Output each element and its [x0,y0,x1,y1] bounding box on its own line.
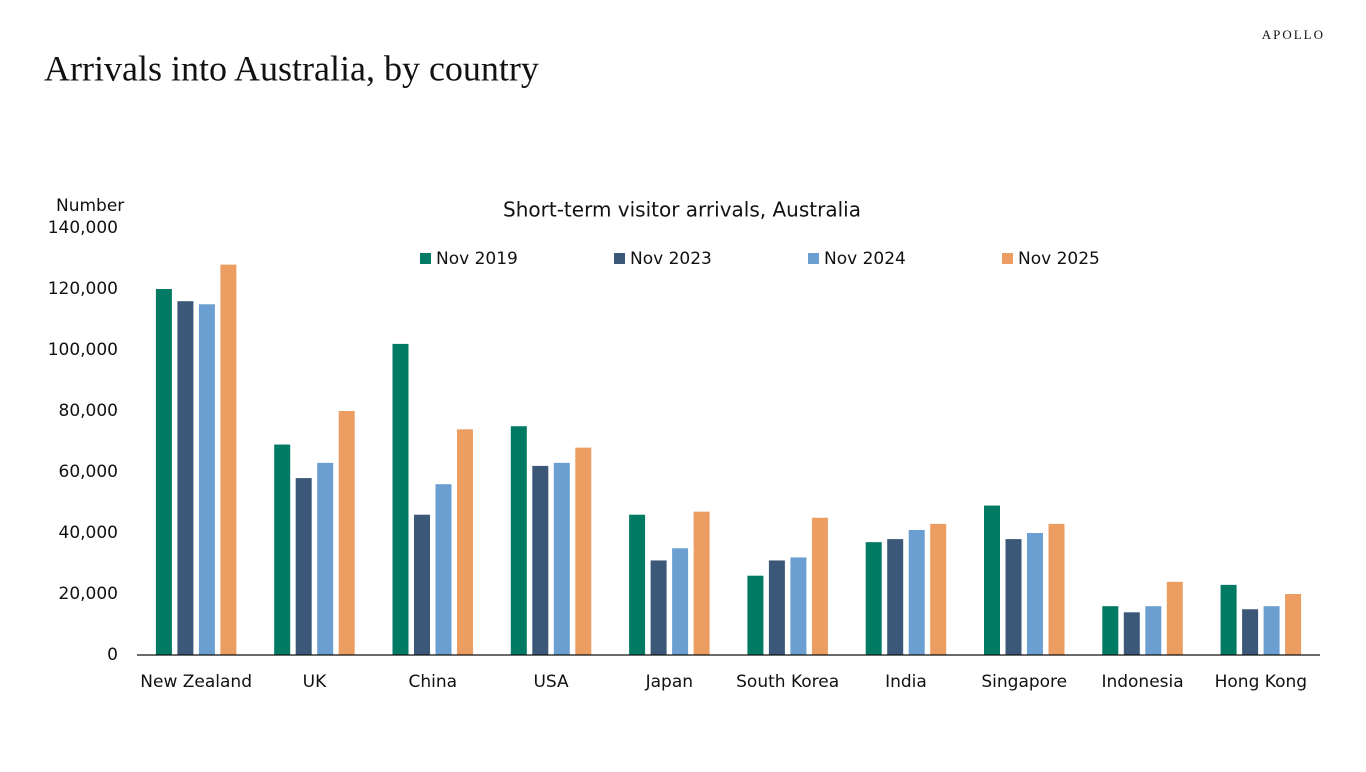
bar [338,411,355,655]
legend-swatch [808,253,819,264]
y-tick-label: 120,000 [48,279,118,299]
bar [672,548,689,655]
legend-label: Nov 2019 [436,249,518,269]
bar [392,343,409,655]
bar [1102,606,1119,655]
bar [1263,606,1280,655]
bar [908,529,925,655]
x-tick-label: South Korea [736,672,839,692]
bar [1145,606,1162,655]
bar [198,304,215,655]
y-tick-label: 40,000 [59,523,118,543]
x-tick-label: Hong Kong [1215,672,1307,692]
bar [1005,539,1022,655]
bar [1166,581,1183,655]
x-tick-label: India [885,672,927,692]
y-tick-label: 80,000 [59,401,118,421]
bar [984,505,1000,655]
bar [747,575,764,655]
bar [155,289,172,655]
legend-label: Nov 2023 [630,249,712,269]
bar [414,514,430,655]
bar [1027,533,1043,655]
y-tick-label: 140,000 [48,218,118,238]
x-tick-label: Japan [645,672,693,692]
bar [457,429,473,655]
bar [220,264,237,655]
bar [295,478,312,655]
legend-label: Nov 2025 [1018,249,1100,269]
x-tick-label: China [408,672,457,692]
bar [1220,584,1237,655]
legend-swatch [1002,253,1013,264]
bar [553,462,570,655]
bar [768,560,785,655]
bar [177,301,194,655]
bar [887,539,904,655]
bar [510,426,527,655]
x-tick-label: Indonesia [1101,672,1183,692]
legend-swatch [614,253,625,264]
bar [1285,594,1302,655]
bar [811,517,828,655]
bar [930,523,947,655]
bar [865,542,882,655]
x-tick-label: Singapore [981,672,1067,692]
bar [532,465,549,655]
legend-label: Nov 2024 [824,249,906,269]
y-tick-label: 20,000 [59,584,118,604]
brand: APOLLO [1262,27,1325,42]
chart-title: Short-term visitor arrivals, Australia [503,198,861,222]
x-tick-label: UK [303,672,327,692]
x-tick-label: New Zealand [140,672,252,692]
bar [435,484,452,655]
bar [790,557,807,655]
bar [629,514,646,655]
bar [693,511,710,655]
bar [317,462,334,655]
y-tick-label: 0 [107,645,118,665]
x-tick-label: USA [533,672,569,692]
bar [1048,523,1065,655]
bar [274,444,291,655]
bar [1242,609,1259,655]
y-tick-label: 60,000 [59,462,118,482]
bar [575,447,592,655]
page-title: Arrivals into Australia, by country [44,48,539,88]
legend-swatch [420,253,431,264]
bar [1123,612,1140,655]
y-tick-label: 100,000 [48,340,118,360]
bar [650,560,667,655]
y-axis-label: Number [56,196,124,216]
